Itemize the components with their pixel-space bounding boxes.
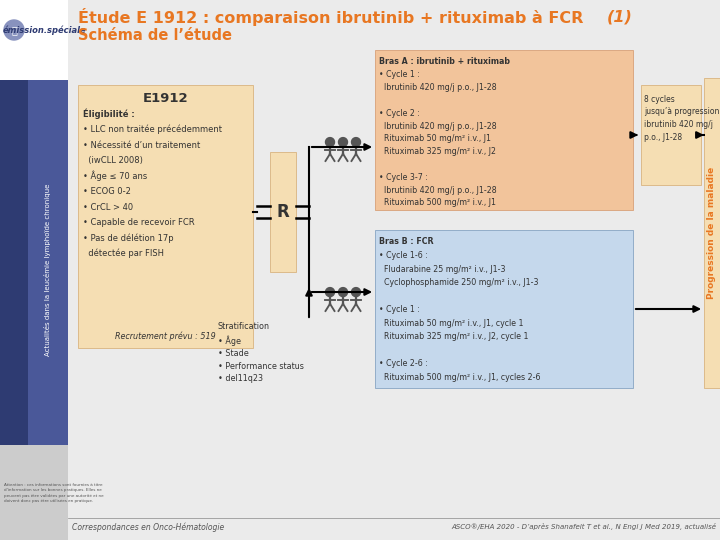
Text: (1): (1) [607,10,633,24]
Text: Ⓐ: Ⓐ [11,25,17,35]
Text: (iwCLL 2008): (iwCLL 2008) [83,156,143,165]
Text: Actualités dans la leucémie lymphoïde chronique: Actualités dans la leucémie lymphoïde ch… [45,184,52,356]
Text: E1912: E1912 [143,91,189,105]
Text: • Cycle 3-7 :: • Cycle 3-7 : [379,173,428,181]
FancyBboxPatch shape [0,0,28,540]
Circle shape [351,138,361,146]
Text: ASCO®/EHA 2020 - D’après Shanafelt T et al., N Engl J Med 2019, actualisé: ASCO®/EHA 2020 - D’après Shanafelt T et … [451,523,716,530]
Text: Progression de la maladie: Progression de la maladie [708,167,716,299]
Text: Ibrutinib 420 mg/j p.o., J1-28: Ibrutinib 420 mg/j p.o., J1-28 [379,186,497,194]
Text: • Cycle 1 :: • Cycle 1 : [379,70,420,79]
FancyBboxPatch shape [28,0,68,540]
Text: Correspondances en Onco-Hématologie: Correspondances en Onco-Hématologie [72,522,224,532]
Text: Rituximab 325 mg/m² i.v., J2, cycle 1: Rituximab 325 mg/m² i.v., J2, cycle 1 [379,332,528,341]
Text: Rituximab 50 mg/m² i.v., J1, cycle 1: Rituximab 50 mg/m² i.v., J1, cycle 1 [379,319,523,327]
Circle shape [325,288,335,296]
Text: Stratification
• Âge
• Stade
• Performance status
• del11q23: Stratification • Âge • Stade • Performan… [218,322,304,383]
Text: émission.spéciale: émission.spéciale [3,25,87,35]
Text: • Cycle 1 :: • Cycle 1 : [379,305,420,314]
Circle shape [325,138,335,146]
Text: • LLC non traitée précédemment: • LLC non traitée précédemment [83,125,222,134]
Text: 8 cycles
jusqu’à progression :
ibrutinib 420 mg/j
p.o., J1-28: 8 cycles jusqu’à progression : ibrutinib… [644,95,720,141]
Text: Schéma de l’étude: Schéma de l’étude [78,28,232,43]
Text: Bras B : FCR: Bras B : FCR [379,238,433,246]
Text: Cyclophosphamide 250 mg/m² i.v., J1-3: Cyclophosphamide 250 mg/m² i.v., J1-3 [379,278,539,287]
Text: Ibrutinib 420 mg/j p.o., J1-28: Ibrutinib 420 mg/j p.o., J1-28 [379,83,497,92]
FancyBboxPatch shape [0,0,68,80]
Text: • Âge ≤ 70 ans: • Âge ≤ 70 ans [83,171,148,181]
Text: • Cycle 2-6 :: • Cycle 2-6 : [379,359,428,368]
Text: Rituximab 50 mg/m² i.v., J1: Rituximab 50 mg/m² i.v., J1 [379,134,491,143]
Text: Bras A : ibrutinib + rituximab: Bras A : ibrutinib + rituximab [379,57,510,66]
Text: R: R [276,203,289,221]
Text: • ECOG 0-2: • ECOG 0-2 [83,187,131,196]
Text: • Cycle 2 :: • Cycle 2 : [379,109,420,118]
Circle shape [4,20,24,40]
Text: Fludarabine 25 mg/m² i.v., J1-3: Fludarabine 25 mg/m² i.v., J1-3 [379,265,505,273]
Text: • Nécessité d’un traitement: • Nécessité d’un traitement [83,140,200,150]
FancyBboxPatch shape [641,85,701,185]
FancyBboxPatch shape [375,230,633,388]
Text: • Cycle 1-6 :: • Cycle 1-6 : [379,251,428,260]
FancyBboxPatch shape [375,50,633,210]
Text: Rituximab 500 mg/m² i.v., J1: Rituximab 500 mg/m² i.v., J1 [379,198,496,207]
Text: détectée par FISH: détectée par FISH [83,249,164,258]
Circle shape [351,288,361,296]
Text: Ibrutinib 420 mg/j p.o., J1-28: Ibrutinib 420 mg/j p.o., J1-28 [379,122,497,131]
Text: • Capable de recevoir FCR: • Capable de recevoir FCR [83,218,194,227]
FancyBboxPatch shape [78,85,253,348]
Text: • CrCL > 40: • CrCL > 40 [83,202,133,212]
Text: • Pas de délétion 17p: • Pas de délétion 17p [83,233,174,243]
Text: Rituximab 500 mg/m² i.v., J1, cycles 2-6: Rituximab 500 mg/m² i.v., J1, cycles 2-6 [379,373,541,381]
FancyBboxPatch shape [0,445,68,540]
Circle shape [338,138,348,146]
FancyBboxPatch shape [704,78,720,388]
FancyBboxPatch shape [270,152,296,272]
Text: Étude E 1912 : comparaison ibrutinib + rituximab à FCR: Étude E 1912 : comparaison ibrutinib + r… [78,8,589,26]
Text: Recrutement prévu : 519: Recrutement prévu : 519 [115,331,216,341]
Circle shape [338,288,348,296]
Text: Éligibilité :: Éligibilité : [83,109,135,119]
Text: Rituximab 325 mg/m² i.v., J2: Rituximab 325 mg/m² i.v., J2 [379,147,496,156]
Text: Attention : ces informations sont fournies à titre
d'information sur les bonnes : Attention : ces informations sont fourni… [4,483,104,503]
